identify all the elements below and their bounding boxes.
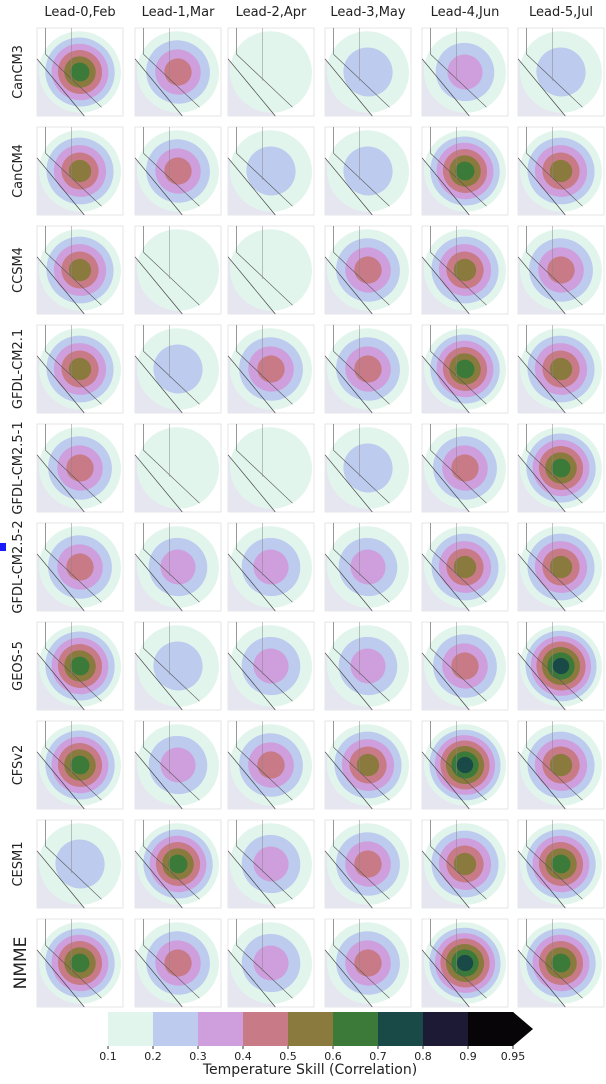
row-label: CanCM3: [11, 45, 26, 99]
colorbar-extension: [513, 1012, 533, 1046]
row-label: CCSM4: [11, 247, 26, 293]
map-panel: [408, 906, 522, 1020]
colorbar-bin: [108, 1012, 154, 1046]
row-label: GFDL-CM2.5-2: [11, 520, 26, 613]
map-panel: [311, 213, 425, 327]
row-label: GFDL-CM2.5-1: [11, 421, 26, 514]
map-panel: [23, 213, 137, 327]
map-panel: [121, 708, 235, 822]
map-panel: [214, 510, 328, 624]
map-panel: [23, 114, 137, 228]
map-panel: [311, 510, 425, 624]
map-panel: [504, 906, 606, 1020]
map-panel: [408, 15, 522, 129]
map-panel: [504, 510, 606, 624]
map-panel: [311, 807, 425, 921]
row-label: GFDL-CM2.1: [11, 329, 26, 409]
marker: [0, 543, 6, 551]
map-panel: [121, 609, 235, 723]
map-panel: [23, 708, 137, 822]
map-panel: [504, 114, 606, 228]
map-panel: [121, 411, 235, 525]
map-panel: [504, 312, 606, 426]
map-panel: [23, 15, 137, 129]
map-panel: [121, 15, 235, 129]
row-label: CanCM4: [11, 144, 26, 198]
map-panel: [214, 15, 328, 129]
row-label: CFSv2: [11, 745, 26, 786]
map-panel: [214, 708, 328, 822]
figure: Lead-0,Feb Lead-1,Mar Lead-2,Apr Lead-3,May…: [0, 0, 606, 1080]
map-panel: [121, 312, 235, 426]
map-panel: [214, 609, 328, 723]
map-panel: [214, 114, 328, 228]
map-panel: [504, 15, 606, 129]
map-panel: [408, 312, 522, 426]
row-label: CESM1: [11, 841, 26, 886]
map-panel: [504, 411, 606, 525]
colorbar-bin: [288, 1012, 334, 1046]
map-panel: [121, 114, 235, 228]
map-panel: [408, 114, 522, 228]
colorbar-bin: [198, 1012, 244, 1046]
map-panel: [311, 708, 425, 822]
map-panel: [408, 510, 522, 624]
column-title: Lead-1,Mar: [142, 5, 216, 20]
map-panel: [408, 807, 522, 921]
map-panel: [311, 609, 425, 723]
column-title: Lead-5,Jul: [529, 5, 593, 20]
map-panel: [121, 906, 235, 1020]
colorbar-bin: [243, 1012, 289, 1046]
map-panel: [121, 510, 235, 624]
map-panel: [408, 411, 522, 525]
map-panel: [214, 312, 328, 426]
map-panel: [504, 609, 606, 723]
map-panel: [23, 609, 137, 723]
map-panel: [504, 213, 606, 327]
colorbar-tick-label: 0.9: [459, 1050, 477, 1063]
column-title: Lead-0,Feb: [44, 5, 115, 20]
colorbar-tick-label: 0.1: [99, 1050, 117, 1063]
column-title: Lead-2,Apr: [236, 5, 307, 20]
map-panel: [311, 15, 425, 129]
map-panel: [214, 213, 328, 327]
map-panel: [311, 906, 425, 1020]
map-panel: [408, 609, 522, 723]
column-title: Lead-4,Jun: [431, 5, 500, 20]
row-label: NMME: [11, 937, 31, 990]
colorbar-tick-label: 0.2: [144, 1050, 162, 1063]
colorbar-label: Temperature Skill (Correlation): [202, 1062, 417, 1078]
column-title: Lead-3,May: [330, 5, 406, 20]
map-panel: [504, 807, 606, 921]
map-panel: [504, 708, 606, 822]
map-panel: [311, 312, 425, 426]
map-panel: [408, 708, 522, 822]
colorbar-tick-label: 0.95: [501, 1050, 526, 1063]
map-panel: [23, 906, 137, 1020]
colorbar-bin: [468, 1012, 514, 1046]
map-panel: [23, 510, 137, 624]
map-panel: [121, 807, 235, 921]
row-label: GEOS-5: [11, 641, 26, 691]
map-panel: [23, 411, 137, 525]
map-panel: [311, 114, 425, 228]
map-panel: [23, 312, 137, 426]
colorbar-bin: [378, 1012, 424, 1046]
colorbar-bin: [423, 1012, 469, 1046]
map-panel: [214, 807, 328, 921]
colorbar-bin: [333, 1012, 379, 1046]
map-panel: [311, 411, 425, 525]
map-panel: [121, 213, 235, 327]
map-panel: [23, 807, 137, 921]
map-panel: [408, 213, 522, 327]
colorbar-bin: [153, 1012, 199, 1046]
map-panel: [214, 906, 328, 1020]
map-panel: [214, 411, 328, 525]
